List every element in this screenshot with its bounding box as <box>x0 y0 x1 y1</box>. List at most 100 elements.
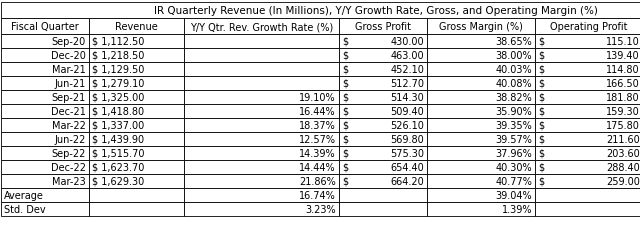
Bar <box>1 105 89 119</box>
Bar <box>184 160 339 174</box>
Text: 509.40: 509.40 <box>390 106 424 117</box>
Text: 38.65%: 38.65% <box>495 37 532 47</box>
Bar <box>1 132 89 146</box>
Bar <box>339 35 427 49</box>
Bar <box>184 188 339 202</box>
Bar <box>184 119 339 132</box>
Bar <box>427 202 535 216</box>
Text: 512.70: 512.70 <box>390 79 424 89</box>
Bar <box>427 188 535 202</box>
Bar <box>339 132 427 146</box>
Text: Sep-20: Sep-20 <box>52 37 86 47</box>
Bar <box>339 160 427 174</box>
Text: $: $ <box>342 148 348 158</box>
Text: Fiscal Quarter: Fiscal Quarter <box>11 22 79 32</box>
Text: 664.20: 664.20 <box>390 176 424 186</box>
Text: 139.40: 139.40 <box>606 51 640 61</box>
Bar <box>535 105 640 119</box>
Bar <box>427 63 535 77</box>
Text: $ 1,337.00: $ 1,337.00 <box>92 120 144 130</box>
Bar <box>1 91 89 105</box>
Bar <box>339 202 427 216</box>
Bar <box>535 132 640 146</box>
Text: Dec-20: Dec-20 <box>51 51 86 61</box>
Text: 12.57%: 12.57% <box>299 134 336 144</box>
Text: $: $ <box>538 134 544 144</box>
Bar <box>339 174 427 188</box>
Text: 181.80: 181.80 <box>606 93 640 103</box>
Bar <box>184 63 339 77</box>
Bar <box>1 188 89 202</box>
Bar <box>427 49 535 63</box>
Bar <box>535 119 640 132</box>
Text: 37.96%: 37.96% <box>495 148 532 158</box>
Text: 526.10: 526.10 <box>390 120 424 130</box>
Bar <box>184 202 339 216</box>
Bar <box>339 146 427 160</box>
Text: $: $ <box>538 106 544 117</box>
Bar <box>89 63 184 77</box>
Text: 211.60: 211.60 <box>606 134 640 144</box>
Text: $ 1,129.50: $ 1,129.50 <box>92 65 145 75</box>
Text: 288.40: 288.40 <box>606 162 640 172</box>
Text: Mar-21: Mar-21 <box>52 65 86 75</box>
Bar <box>184 77 339 91</box>
Text: $: $ <box>538 65 544 75</box>
Text: Std. Dev: Std. Dev <box>4 204 45 214</box>
Text: $: $ <box>342 51 348 61</box>
Text: $: $ <box>342 93 348 103</box>
Text: 14.39%: 14.39% <box>300 148 336 158</box>
Bar <box>184 132 339 146</box>
Bar <box>89 160 184 174</box>
Bar <box>339 188 427 202</box>
Bar <box>427 146 535 160</box>
Text: Average: Average <box>4 190 44 200</box>
Text: 40.08%: 40.08% <box>495 79 532 89</box>
Text: Operating Profit: Operating Profit <box>550 22 628 32</box>
Bar <box>184 49 339 63</box>
Text: 38.82%: 38.82% <box>495 93 532 103</box>
Text: 654.40: 654.40 <box>390 162 424 172</box>
Bar <box>427 119 535 132</box>
Text: 39.35%: 39.35% <box>495 120 532 130</box>
Text: 18.37%: 18.37% <box>300 120 336 130</box>
Bar <box>1 49 89 63</box>
Bar <box>89 49 184 63</box>
Text: 114.80: 114.80 <box>606 65 640 75</box>
Bar <box>184 146 339 160</box>
Bar <box>89 132 184 146</box>
Text: $ 1,623.70: $ 1,623.70 <box>92 162 145 172</box>
Bar <box>184 35 339 49</box>
Bar <box>535 35 640 49</box>
Text: $ 1,218.50: $ 1,218.50 <box>92 51 145 61</box>
Text: 21.86%: 21.86% <box>300 176 336 186</box>
Text: $: $ <box>342 37 348 47</box>
Text: Revenue: Revenue <box>115 22 158 32</box>
Text: Y/Y Qtr. Rev. Growth Rate (%): Y/Y Qtr. Rev. Growth Rate (%) <box>190 22 333 32</box>
Text: $: $ <box>342 120 348 130</box>
Bar <box>184 174 339 188</box>
Text: 35.90%: 35.90% <box>495 106 532 117</box>
Bar <box>427 160 535 174</box>
Text: IR Quarterly Revenue (In Millions), Y/Y Growth Rate, Gross, and Operating Margin: IR Quarterly Revenue (In Millions), Y/Y … <box>154 6 598 16</box>
Text: 40.77%: 40.77% <box>495 176 532 186</box>
Text: $ 1,279.10: $ 1,279.10 <box>92 79 145 89</box>
Text: 14.44%: 14.44% <box>300 162 336 172</box>
Text: 569.80: 569.80 <box>390 134 424 144</box>
Text: $: $ <box>342 134 348 144</box>
Text: 38.00%: 38.00% <box>495 51 532 61</box>
Bar <box>427 105 535 119</box>
Text: $: $ <box>342 162 348 172</box>
Bar <box>89 174 184 188</box>
Text: $: $ <box>538 51 544 61</box>
Text: $: $ <box>538 120 544 130</box>
Bar <box>89 105 184 119</box>
Text: $: $ <box>342 79 348 89</box>
Bar <box>535 19 640 35</box>
Bar <box>1 119 89 132</box>
Text: 3.23%: 3.23% <box>305 204 336 214</box>
Bar <box>1 202 89 216</box>
Text: $: $ <box>538 176 544 186</box>
Bar <box>339 49 427 63</box>
Text: Mar-22: Mar-22 <box>52 120 86 130</box>
